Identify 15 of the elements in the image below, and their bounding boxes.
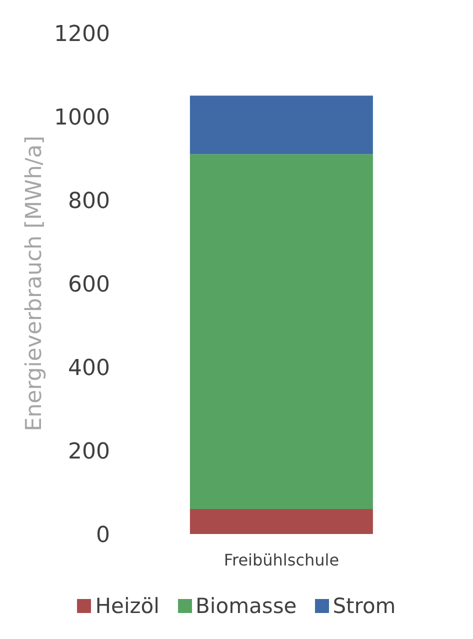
legend-label: Biomasse — [194, 594, 297, 618]
legend-label: Heizöl — [94, 594, 160, 618]
bar — [190, 508, 373, 534]
y-tick-label: 200 — [68, 439, 110, 464]
y-tick-label: 1000 — [54, 105, 110, 130]
bar — [190, 154, 373, 509]
y-tick-label: 800 — [68, 188, 110, 214]
y-tick-label: 0 — [96, 522, 110, 548]
bar — [190, 96, 373, 154]
y-tick-label: 400 — [68, 356, 110, 381]
legend-label: Strom — [332, 594, 396, 618]
x-tick-label: Freibühlschule — [224, 550, 340, 570]
y-tick-label: 1200 — [54, 22, 110, 47]
y-tick-label: 600 — [68, 272, 110, 298]
y-axis-title: Energieverbrauch [MWh/a] — [22, 136, 47, 432]
